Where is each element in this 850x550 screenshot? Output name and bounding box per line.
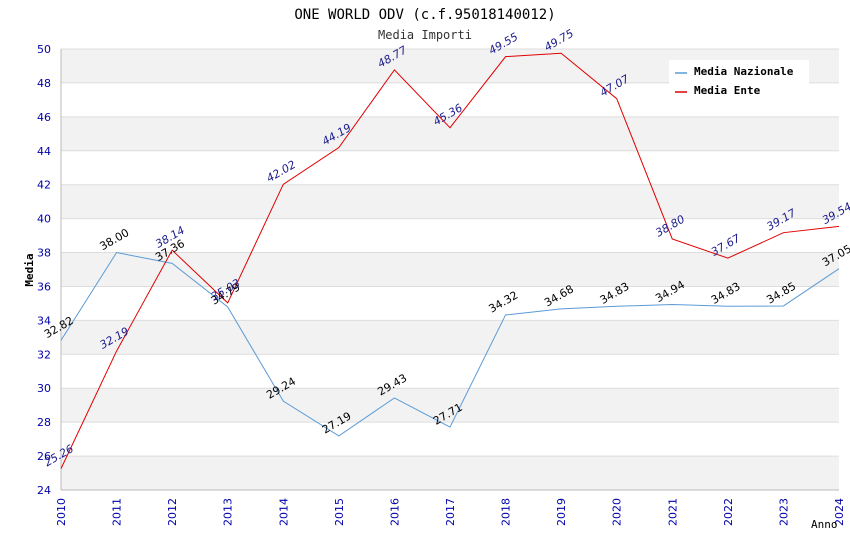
- x-axis-label: Anno: [811, 518, 838, 531]
- data-label: 38.00: [98, 226, 132, 253]
- legend-label-media-ente: Media Ente: [694, 84, 761, 97]
- legend: Media Nazionale Media Ente: [669, 60, 809, 102]
- chart-subtitle: Media Importi: [378, 28, 472, 42]
- plot-band: [61, 388, 839, 423]
- x-tick-label: 2015: [333, 498, 346, 526]
- y-tick-label: 36: [37, 280, 51, 293]
- series-lines: [60, 52, 840, 469]
- y-tick-label: 48: [37, 77, 51, 90]
- chart-title: ONE WORLD ODV (c.f.95018140012): [294, 7, 555, 23]
- series-line-media-nazionale: [60, 251, 840, 437]
- y-tick-label: 44: [37, 145, 51, 158]
- y-tick-label: 50: [37, 43, 51, 56]
- x-tick-label: 2013: [222, 498, 235, 526]
- legend-label-media-nazionale: Media Nazionale: [694, 65, 794, 78]
- y-axis-label: Media: [23, 253, 36, 286]
- y-tick-label: 40: [37, 213, 51, 226]
- y-tick-label: 28: [37, 416, 51, 429]
- x-tick-label: 2024: [833, 498, 846, 526]
- x-tick-label: 2010: [55, 498, 68, 526]
- y-tick-label: 26: [37, 450, 51, 463]
- plot-band: [61, 320, 839, 355]
- x-tick-label: 2016: [388, 498, 401, 526]
- y-tick-label: 38: [37, 247, 51, 260]
- x-tick-label: 2020: [611, 498, 624, 526]
- plot-band: [61, 252, 839, 287]
- legend-box: [669, 60, 809, 102]
- y-tick-label: 34: [37, 314, 51, 327]
- x-tick-label: 2019: [555, 498, 568, 526]
- series-line-media-ente: [60, 52, 840, 469]
- data-label: 34.32: [487, 289, 521, 316]
- x-tick-label: 2018: [500, 498, 513, 526]
- plot-band: [61, 184, 839, 219]
- x-tick-label: 2011: [111, 498, 124, 526]
- axes: [60, 49, 839, 491]
- plot-band: [61, 456, 839, 490]
- plot-band: [61, 116, 839, 151]
- x-tick-label: 2023: [777, 498, 790, 526]
- y-tick-label: 30: [37, 382, 51, 395]
- y-axis-ticks: 24 26 28 30 32 34 36 38 40 42 44 46 48 50: [37, 43, 51, 497]
- data-label: 42.02: [264, 158, 298, 185]
- x-tick-label: 2022: [722, 498, 735, 526]
- y-tick-label: 42: [37, 179, 51, 192]
- y-tick-label: 46: [37, 111, 51, 124]
- y-tick-label: 24: [37, 484, 51, 497]
- x-tick-label: 2017: [444, 498, 457, 526]
- x-axis-ticks: 2010 2011 2012 2013 2014 2015 2016 2017 2018 2019…: [55, 498, 846, 526]
- x-tick-label: 2012: [166, 498, 179, 526]
- x-tick-label: 2021: [666, 498, 679, 526]
- x-tick-label: 2014: [277, 498, 290, 526]
- y-tick-label: 32: [37, 348, 51, 361]
- plot-background: [61, 49, 839, 490]
